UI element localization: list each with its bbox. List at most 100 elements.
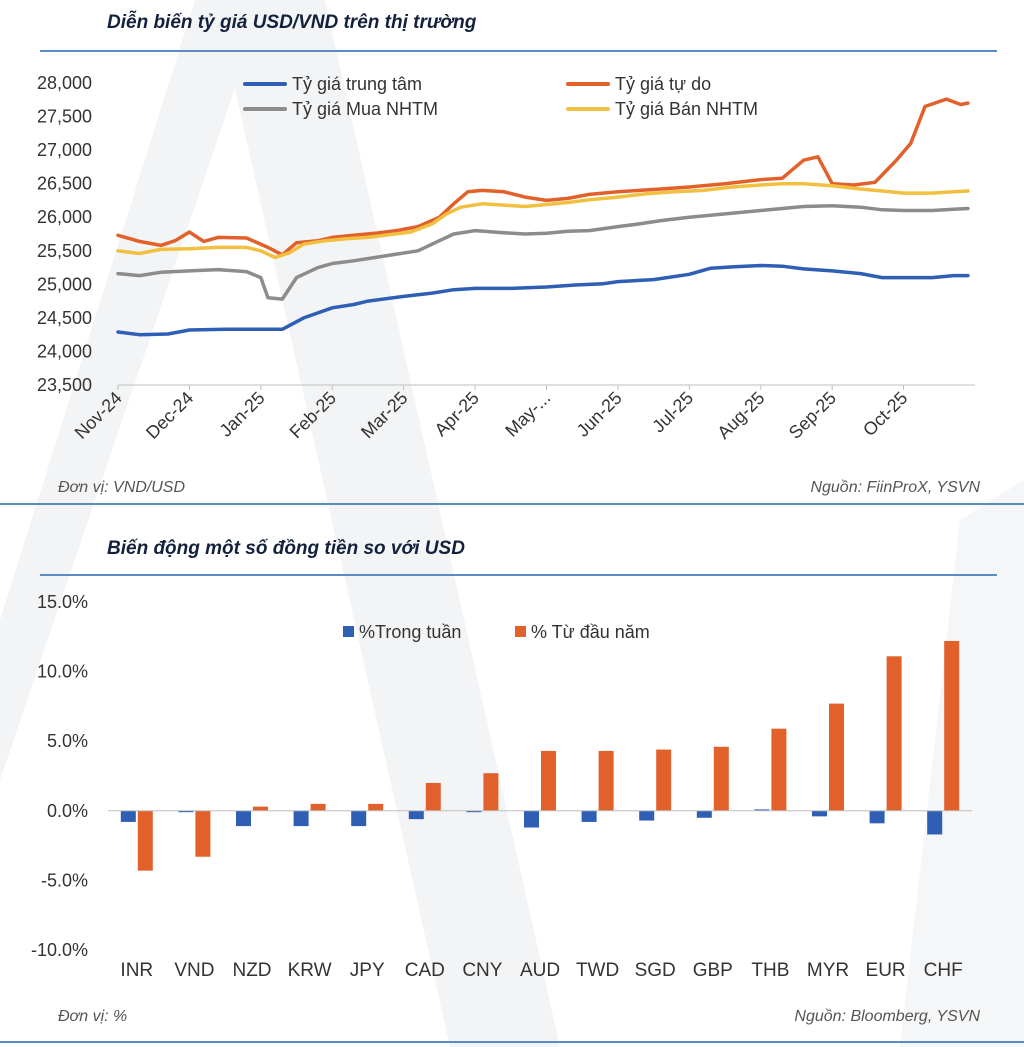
bar — [253, 806, 268, 811]
x-category-label: TWD — [576, 960, 619, 981]
series-line — [116, 204, 970, 301]
x-category-label: AUD — [520, 960, 560, 981]
panel-divider — [0, 503, 1024, 505]
x-tick-label: Mar-25 — [357, 388, 411, 442]
x-tick-label: Jan-25 — [216, 388, 269, 441]
bar — [639, 810, 655, 821]
x-tick-label: Jul-25 — [648, 388, 697, 437]
bar — [598, 750, 614, 811]
x-category-label: GBP — [693, 960, 733, 981]
y-tick-label: 10.0% — [37, 662, 88, 682]
x-tick-label: Feb-25 — [286, 388, 340, 442]
x-category-label: MYR — [807, 960, 849, 981]
currency-change-panel: Biến động một số đồng tiền so với USD -1… — [0, 530, 1024, 1047]
legend-swatch — [343, 626, 354, 637]
y-tick-label: -5.0% — [41, 870, 88, 890]
y-tick-label: 5.0% — [47, 731, 88, 751]
bar — [408, 810, 424, 820]
bar — [466, 810, 482, 813]
bar — [178, 810, 194, 813]
x-category-label: CAD — [405, 960, 445, 981]
y-tick-label: 28,000 — [37, 73, 92, 93]
x-tick-label: Apr-25 — [431, 388, 483, 440]
bar — [927, 810, 943, 835]
exchange-rate-line-chart: 23,500 24,000 24,500 25,000 25,500 26,000 26,5… — [37, 73, 975, 443]
x-tick-label: Dec-24 — [142, 388, 197, 443]
bar — [581, 810, 597, 822]
legend-label: Tỷ giá tự do — [615, 74, 711, 94]
y-tick-label: 0.0% — [47, 801, 88, 821]
bar — [696, 810, 712, 818]
y-tick-label: 26,500 — [37, 174, 92, 194]
unit-note: Đơn vị: VND/USD — [58, 479, 186, 496]
bar — [656, 749, 672, 811]
bar — [137, 810, 153, 871]
bar — [886, 656, 902, 811]
x-tick-label: May-... — [501, 388, 554, 441]
y-tick-label: 27,500 — [37, 107, 92, 127]
bar — [425, 782, 441, 811]
bar — [368, 803, 384, 811]
chart-title: Diễn biến tỷ giá USD/VND trên thị trường — [107, 12, 477, 33]
y-tick-label: 23,500 — [37, 375, 92, 395]
y-tick-label: 26,000 — [37, 207, 92, 227]
title-divider — [40, 50, 997, 52]
bar — [524, 810, 539, 828]
x-tick-label: Oct-25 — [859, 388, 911, 440]
y-tick-label: 27,000 — [37, 140, 92, 160]
x-category-label: THB — [751, 960, 789, 981]
legend-label: Tỷ giá Mua NHTM — [292, 99, 438, 119]
y-tick-label: 24,500 — [37, 308, 92, 328]
bar — [713, 746, 729, 811]
x-category-label: SGD — [635, 960, 676, 981]
panel-divider — [0, 1041, 1024, 1043]
x-tick-label: Aug-25 — [713, 388, 768, 443]
bar — [771, 728, 787, 811]
x-category-label: CNY — [462, 960, 502, 981]
x-tick-label: Nov-24 — [71, 388, 126, 443]
unit-note: Đơn vị: % — [58, 1008, 128, 1025]
bar — [293, 810, 309, 827]
bar — [195, 810, 211, 857]
y-tick-label: 25,500 — [37, 241, 92, 261]
x-category-label: INR — [120, 960, 153, 981]
x-category-label: CHF — [924, 960, 963, 981]
bar — [120, 810, 136, 822]
legend-label: Tỷ giá Bán NHTM — [615, 99, 758, 119]
x-tick-label: Sep-25 — [785, 388, 840, 443]
exchange-rate-panel: Diễn biến tỷ giá USD/VND trên thị trường… — [0, 0, 1024, 505]
series-line — [116, 181, 970, 260]
legend-swatch — [515, 626, 526, 637]
x-category-label: EUR — [866, 960, 906, 981]
legend-label: Tỷ giá trung tâm — [292, 74, 422, 94]
y-tick-label: 24,000 — [37, 341, 92, 361]
bar — [754, 809, 770, 811]
source-note: Nguồn: FiinProX, YSVN — [810, 479, 980, 496]
title-divider — [40, 574, 997, 576]
legend-label: % Từ đầu năm — [531, 622, 650, 642]
series-line — [116, 97, 970, 257]
bar — [236, 810, 251, 827]
bar — [351, 810, 367, 827]
x-category-label: KRW — [288, 960, 332, 981]
bar — [812, 810, 827, 817]
y-tick-label: 15.0% — [37, 592, 88, 612]
x-tick-label: Jun-25 — [573, 388, 626, 441]
legend-label: %Trong tuần — [359, 622, 461, 642]
x-category-label: NZD — [232, 960, 271, 981]
x-category-label: JPY — [350, 960, 385, 981]
bar — [483, 773, 499, 811]
x-category-label: VND — [174, 960, 214, 981]
y-tick-label: -10.0% — [31, 940, 88, 960]
source-note: Nguồn: Bloomberg, YSVN — [794, 1008, 980, 1025]
bar — [944, 640, 960, 811]
currency-change-bar-chart: -10.0% -5.0% 0.0% 5.0% 10.0% 15.0% INR VND NZD KR… — [31, 592, 972, 981]
bar — [829, 703, 844, 811]
bar — [310, 803, 326, 811]
series-line — [116, 263, 970, 337]
chart-title: Biến động một số đồng tiền so với USD — [107, 538, 465, 559]
bar — [541, 750, 556, 811]
bar — [869, 810, 885, 824]
y-tick-label: 25,000 — [37, 274, 92, 294]
